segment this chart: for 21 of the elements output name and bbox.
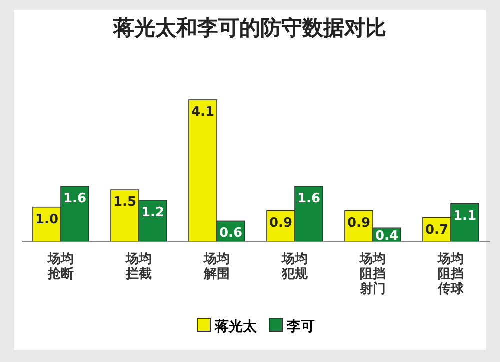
x-tick-label: 场均拦截 <box>125 252 153 282</box>
data-label: 0.7 <box>425 222 449 238</box>
legend-label: 蒋光太 <box>215 319 257 335</box>
x-tick-label: 场均阻挡射门 <box>359 252 387 297</box>
data-label: 0.9 <box>347 216 371 231</box>
data-label: 1.6 <box>297 192 321 207</box>
x-tick-label: 场均抢断 <box>47 252 75 282</box>
x-tick-label: 场均解围 <box>203 252 231 282</box>
data-label: 1.6 <box>63 192 87 207</box>
data-label: 1.5 <box>113 195 137 210</box>
data-label: 0.6 <box>219 226 243 242</box>
data-label: 4.1 <box>191 105 215 120</box>
legend-label: 李可 <box>287 319 315 335</box>
x-tick-label: 场均阻挡传球 <box>437 252 465 297</box>
x-tick-label: 场均犯规 <box>281 252 309 282</box>
chart-title: 蒋光太和李可的防守数据对比 <box>112 15 388 42</box>
data-label: 1.1 <box>453 208 477 224</box>
data-label: 0.4 <box>375 229 399 244</box>
data-label: 1.0 <box>35 212 59 228</box>
data-label: 1.2 <box>141 205 165 220</box>
data-label: 0.9 <box>269 216 293 231</box>
